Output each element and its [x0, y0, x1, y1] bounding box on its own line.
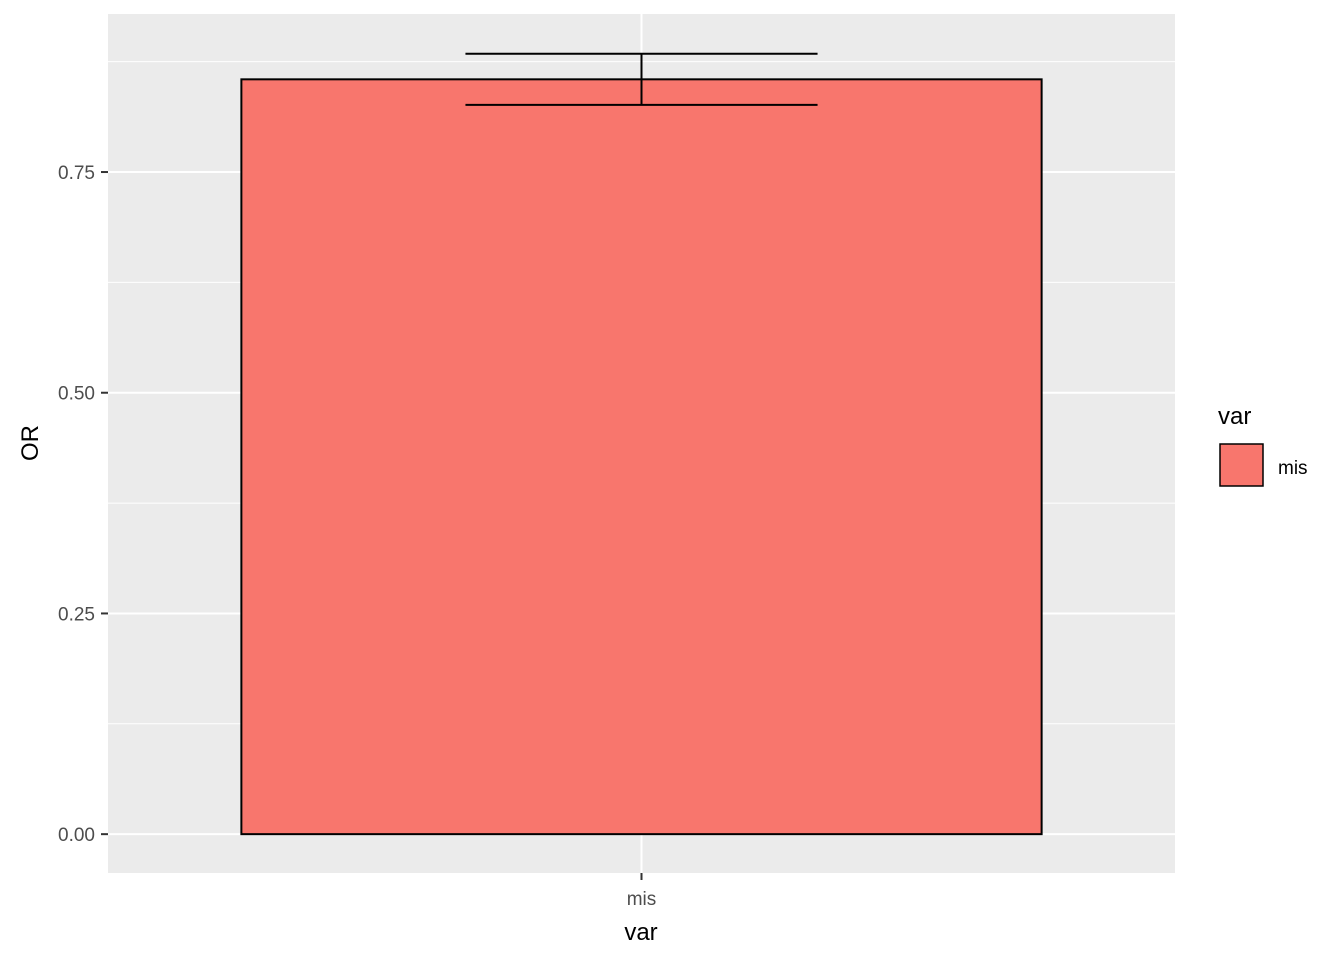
y-axis: 0.00 0.25 0.50 0.75 — [58, 163, 108, 846]
bars — [240, 78, 1043, 836]
legend-key-mis — [1219, 443, 1264, 487]
y-tick-label: 0.75 — [58, 163, 95, 184]
bar-mis — [240, 78, 1043, 836]
y-tick-label: 0.25 — [58, 604, 95, 625]
x-axis: mis — [627, 873, 657, 910]
y-tick-label: 0.50 — [58, 384, 95, 405]
x-axis-title: var — [624, 919, 657, 946]
legend-label-mis: mis — [1278, 458, 1308, 479]
legend-title: var — [1218, 403, 1251, 430]
y-axis-title: OR — [17, 425, 44, 461]
error-bars — [465, 52, 818, 106]
y-tick-label: 0.00 — [58, 825, 95, 846]
x-tick-label: mis — [627, 889, 657, 910]
legend: var mis — [1218, 403, 1308, 487]
